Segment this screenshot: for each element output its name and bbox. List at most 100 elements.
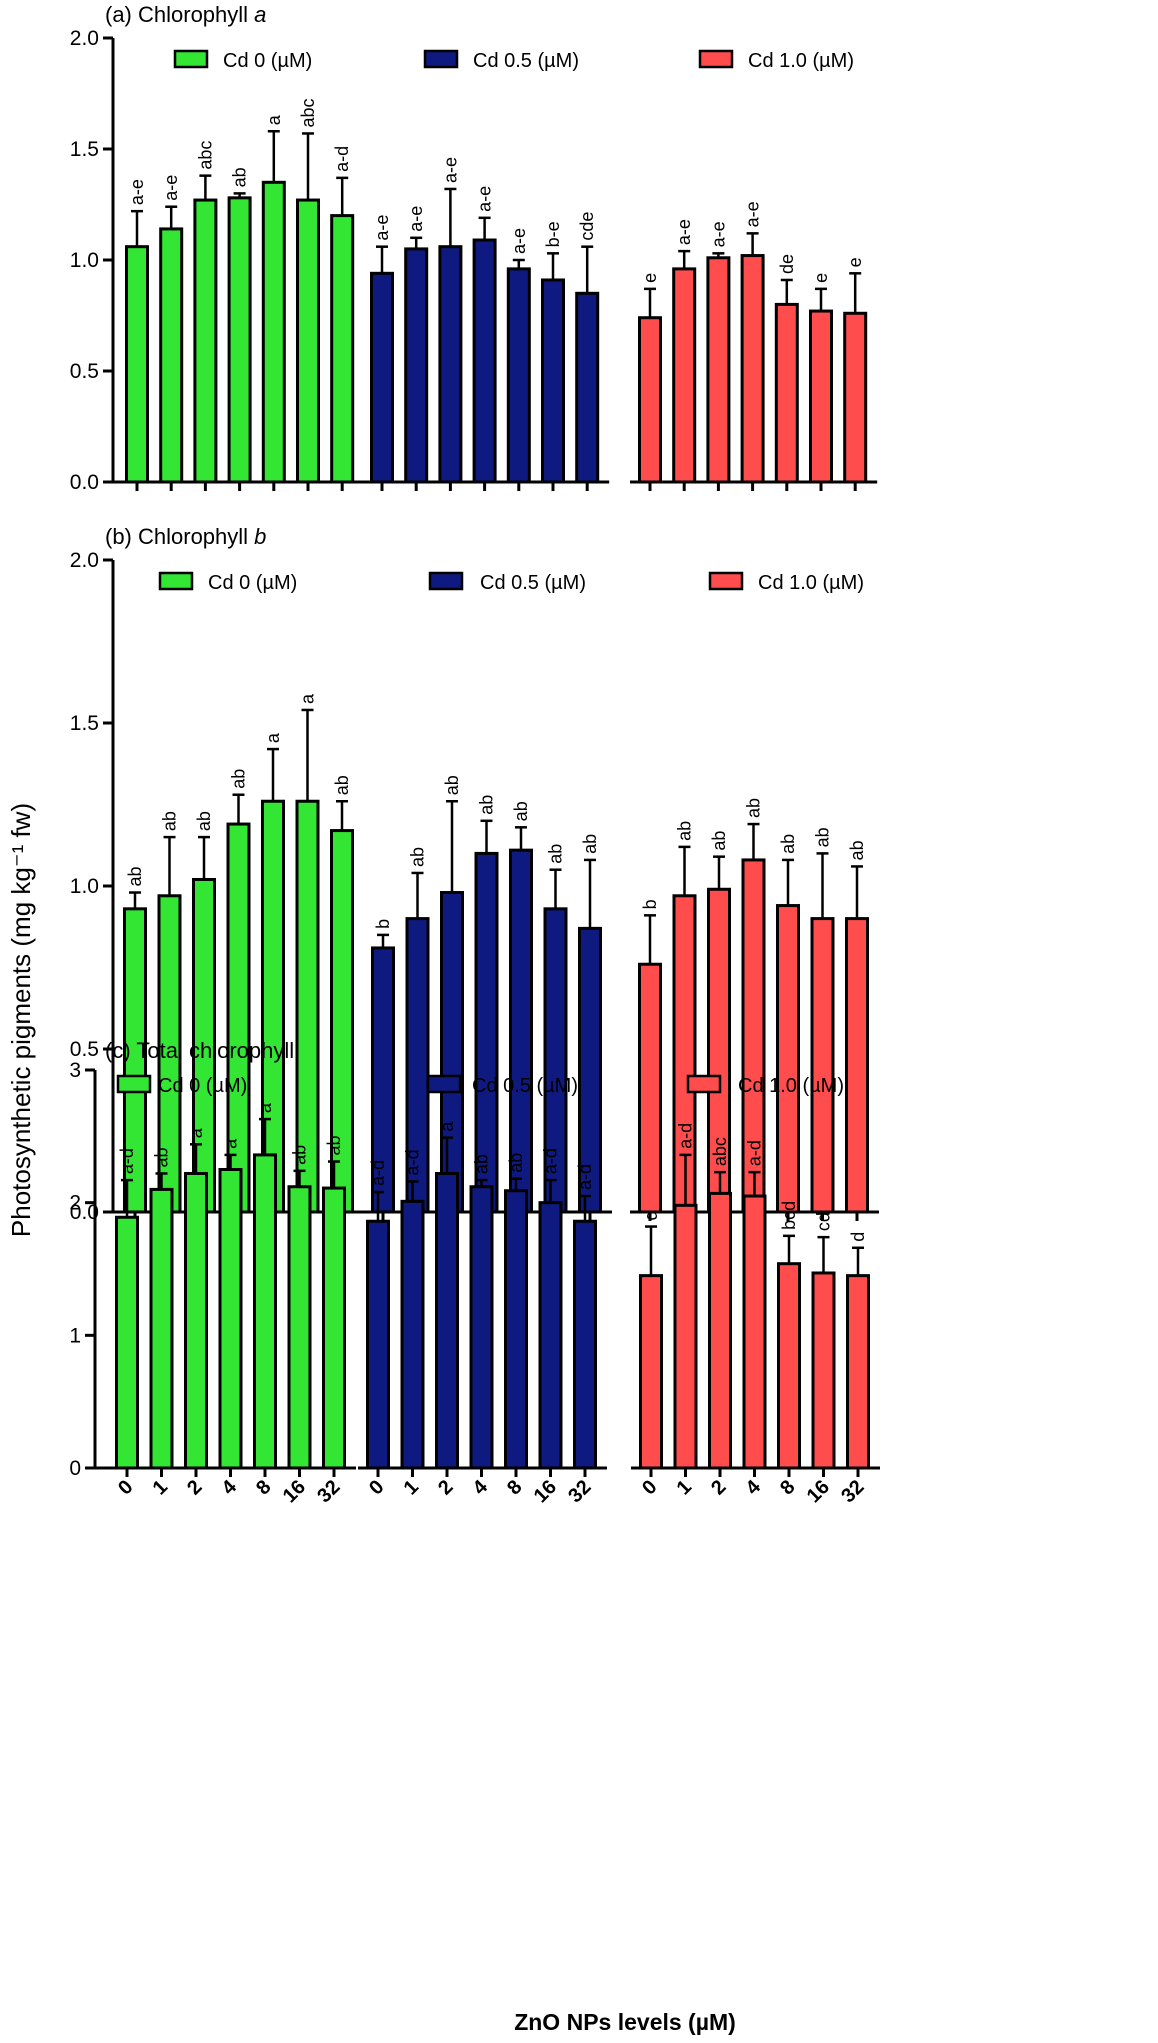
significance-letter: ab	[324, 1136, 344, 1156]
panel-title-text: Chlorophyll	[138, 2, 248, 27]
bar	[845, 917, 869, 1214]
significance-letter: cde	[577, 212, 597, 241]
x-axis-title: ZnO NPs levels (µM)	[514, 2009, 736, 2035]
x-tick-label: 32	[564, 1476, 595, 1507]
y-tick-label: 2	[69, 1192, 81, 1215]
bar	[639, 1274, 663, 1470]
bar	[253, 1153, 277, 1470]
y-tick-label: 0.0	[70, 1201, 99, 1224]
significance-letter: e	[640, 273, 660, 283]
bar	[296, 198, 320, 484]
x-tick-label: 0	[365, 1476, 388, 1499]
significance-letter: a-e	[743, 201, 763, 227]
panel-0: (a) Chlorophyll a0.00.51.01.52.0a-e a-eab…	[70, 2, 878, 494]
significance-letter: cd	[814, 1212, 834, 1231]
bar	[575, 291, 600, 484]
significance-letter: a-d	[541, 1148, 561, 1174]
significance-letter: a	[437, 1121, 457, 1132]
bar	[469, 1185, 494, 1470]
bar	[193, 198, 218, 484]
bar	[573, 1219, 597, 1470]
x-tick-label: 2	[434, 1476, 457, 1499]
legend-swatch	[423, 49, 459, 69]
bar	[740, 254, 765, 484]
significance-letter: d	[641, 1211, 661, 1221]
x-tick-label: 32	[313, 1476, 344, 1507]
y-tick-label: 1.0	[70, 875, 99, 898]
panel-title: (c) Total chlorophyll	[105, 1038, 294, 1063]
legend-label: Cd 1.0 (µM)	[758, 572, 864, 594]
bar	[541, 278, 565, 484]
x-tick-label: 32	[837, 1476, 868, 1507]
legend-swatch	[426, 1074, 462, 1094]
legend-swatch	[708, 571, 744, 591]
significance-letter: a-e	[127, 179, 147, 205]
significance-letter: a-d	[332, 146, 352, 172]
bar	[706, 256, 731, 484]
x-tick-label: 8	[252, 1476, 275, 1499]
significance-letter: ab	[506, 1153, 526, 1173]
significance-letter: a-d	[745, 1140, 765, 1166]
significance-letter: a-e	[372, 215, 392, 241]
bar	[370, 271, 394, 484]
y-tick-label: 0.0	[70, 471, 99, 494]
significance-letter: a	[186, 1127, 206, 1138]
bar	[809, 309, 833, 484]
legend-label: Cd 1.0 (µM)	[738, 1075, 844, 1097]
y-tick-label: 1.0	[70, 249, 99, 272]
legend-label: Cd 0.5 (µM)	[480, 572, 586, 594]
bar	[742, 1194, 767, 1470]
bar	[227, 196, 252, 484]
significance-letter: ab	[332, 775, 352, 795]
significance-letter: a-d	[403, 1149, 423, 1175]
x-tick-label: 16	[530, 1476, 561, 1507]
x-tick-label: 2	[707, 1476, 730, 1499]
bar	[287, 1185, 312, 1470]
legend-swatch	[686, 1074, 722, 1094]
significance-letter: ab	[290, 1145, 310, 1165]
significance-letter: a	[255, 1102, 275, 1113]
legend-label: Cd 0.5 (µM)	[473, 50, 579, 72]
y-tick-label: 0.5	[70, 1038, 99, 1061]
significance-letter: ab	[580, 834, 600, 854]
bar	[810, 917, 835, 1214]
legend-label: Cd 1.0 (µM)	[748, 50, 854, 72]
significance-letter: de	[777, 254, 797, 274]
panel-title: (b) Chlorophyll b	[105, 524, 266, 549]
x-tick-label: 8	[503, 1476, 526, 1499]
legend-label: Cd 0.5 (µM)	[472, 1075, 578, 1097]
y-axis-title: Photosynthetic pigments (mg kg⁻¹ fw)	[6, 803, 36, 1237]
x-tick-label: 4	[469, 1475, 493, 1499]
bar	[330, 214, 355, 484]
significance-letter: a	[263, 732, 283, 743]
significance-letter: ab	[408, 847, 428, 867]
bar	[149, 1187, 174, 1470]
bar	[184, 1171, 208, 1470]
bar	[159, 227, 184, 484]
bar	[638, 962, 662, 1214]
y-tick-label: 0.5	[70, 360, 99, 383]
significance-letter: b	[373, 919, 393, 929]
significance-letter: ab	[229, 769, 249, 789]
bar	[538, 1201, 563, 1470]
significance-letter: a-e	[509, 228, 529, 254]
significance-letter: a	[298, 693, 318, 704]
significance-letter: a	[221, 1138, 241, 1149]
x-tick-label: 8	[776, 1476, 799, 1499]
legend-swatch	[116, 1074, 152, 1094]
x-tick-label: 2	[183, 1476, 206, 1499]
panel-label: (b)	[105, 524, 138, 549]
bar	[400, 1199, 425, 1470]
legend-label: Cd 0 (µM)	[223, 50, 312, 72]
bar	[673, 1203, 698, 1470]
x-tick-label: 0	[114, 1476, 137, 1499]
bar	[440, 891, 464, 1214]
significance-letter: ab	[778, 834, 798, 854]
bar	[115, 1215, 139, 1470]
significance-letter: ab	[813, 827, 833, 847]
significance-letter: ab	[194, 811, 214, 831]
bar	[811, 1271, 836, 1470]
legend-swatch	[428, 571, 464, 591]
bar	[472, 238, 497, 484]
